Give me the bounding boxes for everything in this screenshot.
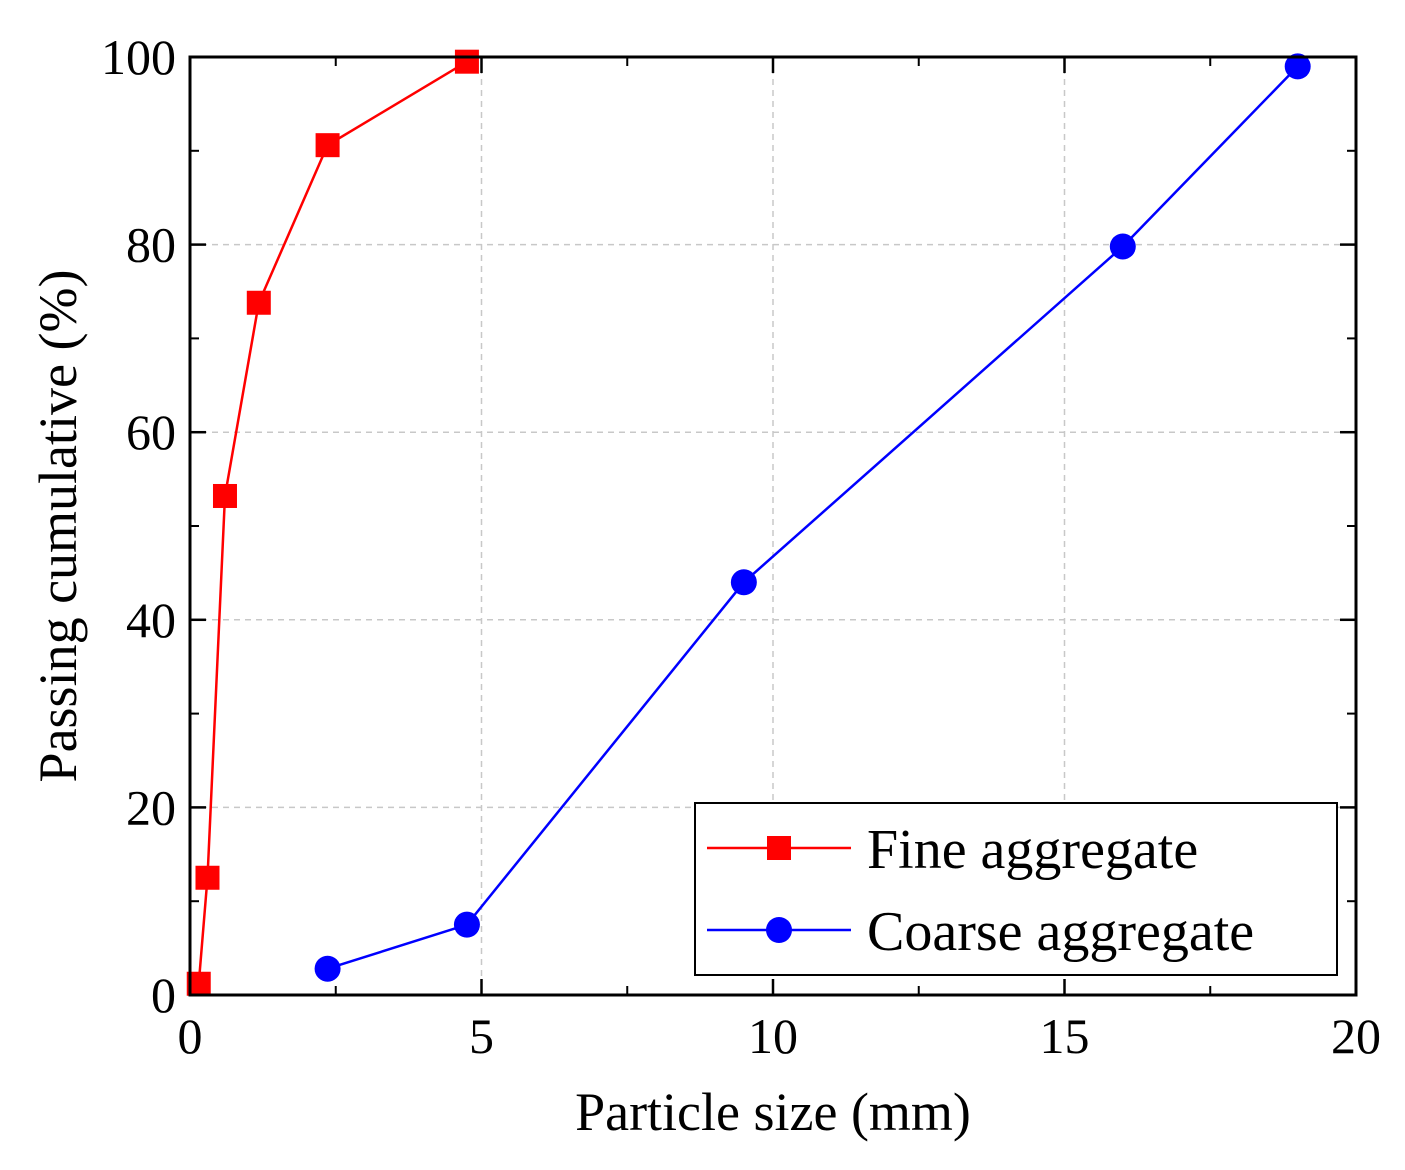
- legend: Fine aggregate Coarse aggregate: [694, 802, 1338, 976]
- fine-aggregate-point: [454, 49, 479, 74]
- coarse-aggregate-point: [314, 955, 341, 982]
- fine-aggregate-line: [197, 60, 468, 984]
- y-tick-label: 40: [126, 592, 176, 648]
- ticks: 0 5 10 15 20 0 20 40 60 80 100: [101, 29, 1381, 1064]
- fine-aggregate-legend-marker: [767, 836, 791, 860]
- x-tick-label: 15: [1040, 1008, 1090, 1064]
- fine-aggregate-point: [195, 865, 220, 890]
- x-tick-label: 20: [1331, 1008, 1381, 1064]
- y-axis-title: Passing cumulative (%): [28, 270, 88, 783]
- x-tick-label: 10: [748, 1008, 798, 1064]
- y-tick-label: 100: [101, 29, 176, 85]
- fine-aggregate-point: [246, 290, 271, 315]
- x-tick-label: 0: [178, 1008, 203, 1064]
- y-tick-label: 80: [126, 217, 176, 273]
- coarse-aggregate-legend-label: Coarse aggregate: [867, 901, 1254, 963]
- y-tick-label: 0: [151, 967, 176, 1023]
- fine-aggregate-legend-label: Fine aggregate: [867, 819, 1198, 881]
- x-axis-title: Particle size (mm): [575, 1082, 971, 1142]
- coarse-aggregate-point: [453, 911, 480, 938]
- y-tick-label: 60: [126, 404, 176, 460]
- coarse-aggregate-point: [730, 569, 757, 596]
- coarse-aggregate-point: [1109, 233, 1136, 260]
- y-tick-label: 20: [126, 779, 176, 835]
- fine-aggregate-point: [315, 133, 340, 158]
- x-tick-label: 5: [469, 1008, 494, 1064]
- legend-box: [694, 802, 1338, 976]
- coarse-aggregate-legend-marker: [766, 917, 792, 943]
- fine-aggregate-point: [212, 483, 237, 508]
- coarse-aggregate-point: [1284, 53, 1311, 80]
- series-layer: [186, 49, 1311, 996]
